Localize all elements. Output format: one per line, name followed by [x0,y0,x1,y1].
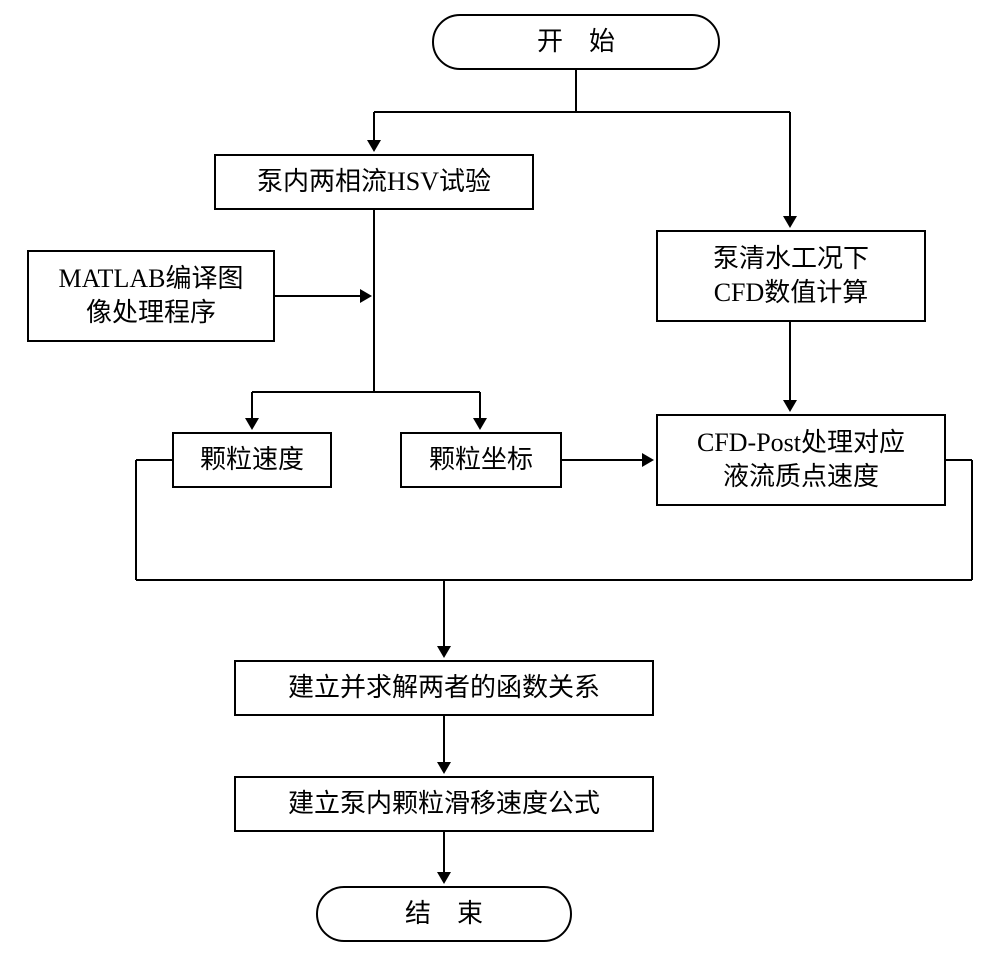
node-particle-coord: 颗粒坐标 [400,432,562,488]
node-end-label: 结 束 [405,897,483,931]
node-hsv: 泵内两相流HSV试验 [214,154,534,210]
node-cfd-calc-label: 泵清水工况下 CFD数值计算 [713,242,869,310]
node-hsv-label: 泵内两相流HSV试验 [257,165,491,199]
node-start-label: 开 始 [537,25,615,59]
node-slip-formula-label: 建立泵内颗粒滑移速度公式 [288,787,600,821]
node-cfd-calc: 泵清水工况下 CFD数值计算 [656,230,926,322]
node-end: 结 束 [316,886,572,942]
node-cfd-post: CFD-Post处理对应 液流质点速度 [656,414,946,506]
node-cfd-post-label: CFD-Post处理对应 液流质点速度 [697,426,905,494]
node-particle-coord-label: 颗粒坐标 [429,443,533,477]
node-matlab: MATLAB编译图 像处理程序 [27,250,275,342]
node-solve-relation: 建立并求解两者的函数关系 [234,660,654,716]
node-particle-velocity-label: 颗粒速度 [200,443,304,477]
node-matlab-label: MATLAB编译图 像处理程序 [59,262,244,330]
node-start: 开 始 [432,14,720,70]
node-particle-velocity: 颗粒速度 [172,432,332,488]
node-slip-formula: 建立泵内颗粒滑移速度公式 [234,776,654,832]
node-solve-relation-label: 建立并求解两者的函数关系 [288,671,600,705]
